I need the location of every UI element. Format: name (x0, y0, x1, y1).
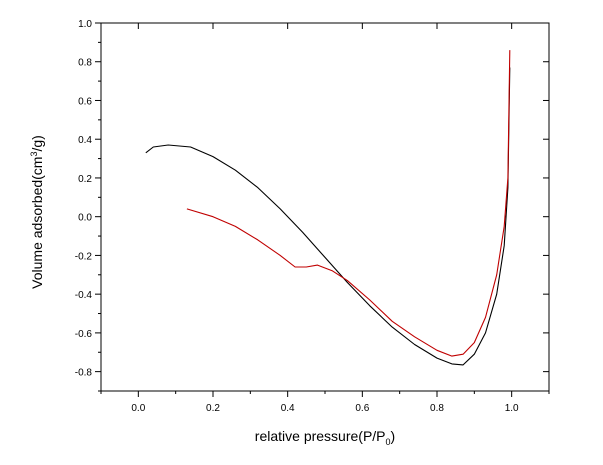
x-axis-label-subscript: 0 (386, 437, 391, 447)
axis-ticks: 0.0 0.2 0.4 0.6 0.8 1.0 -0.8 -0.6 -0.4 -0.2 0.0 0.2… (75, 19, 550, 414)
y-tick-label: 1.0 (78, 19, 92, 30)
y-tick-label: -0.2 (75, 251, 93, 262)
x-tick-label: 0.0 (131, 403, 145, 414)
y-tick-label: 0.0 (78, 213, 92, 224)
y-tick-label: 0.8 (78, 58, 92, 69)
y-axis-label-main: Volume adsorbed(cm (29, 157, 45, 289)
y-axis-label-end: /g) (29, 135, 45, 151)
x-axis-label: relative pressure(P/P0) (255, 428, 395, 447)
y-tick-label: -0.6 (75, 329, 93, 340)
y-tick-label: -0.8 (75, 368, 93, 379)
x-tick-label: 0.8 (430, 403, 444, 414)
x-axis-label-main: relative pressure(P/P (255, 428, 386, 444)
y-axis-label: Volume adsorbed(cm3/g) (29, 135, 45, 289)
x-axis-label-end: ) (391, 428, 396, 444)
x-tick-label: 0.4 (281, 403, 295, 414)
x-tick-label: 0.6 (355, 403, 369, 414)
x-tick-label: 1.0 (505, 403, 519, 414)
y-tick-label: 0.6 (78, 96, 92, 107)
y-axis-label-superscript: 3 (29, 152, 39, 157)
series-line-2 (186, 50, 511, 357)
series-line-1 (145, 67, 511, 366)
series-lines (145, 50, 511, 366)
y-tick-label: 0.2 (78, 174, 92, 185)
y-tick-label: -0.4 (75, 290, 93, 301)
x-tick-label: 0.2 (206, 403, 220, 414)
y-tick-label: 0.4 (78, 135, 92, 146)
